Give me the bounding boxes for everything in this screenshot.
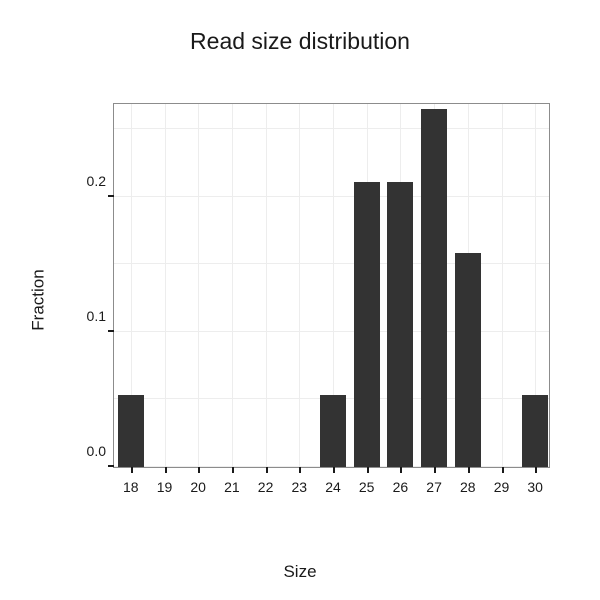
x-tick-label-25: 25 — [354, 479, 380, 495]
gridline-horizontal — [114, 263, 549, 264]
x-tick-26 — [400, 467, 402, 473]
bar-size-24[interactable] — [320, 395, 346, 467]
y-tick-0.1 — [108, 330, 114, 332]
x-tick-label-24: 24 — [320, 479, 346, 495]
x-tick-18 — [131, 467, 133, 473]
y-tick-label-0.1: 0.1 — [80, 308, 106, 324]
y-tick-0.0 — [108, 465, 114, 467]
gridline-vertical — [502, 104, 503, 467]
gridline-vertical — [266, 104, 267, 467]
x-tick-label-18: 18 — [118, 479, 144, 495]
gridline-horizontal — [114, 331, 549, 332]
histogram-chart: Read size distribution Fraction Size — [0, 0, 600, 600]
x-tick-22 — [266, 467, 268, 473]
x-tick-23 — [299, 467, 301, 473]
x-tick-21 — [232, 467, 234, 473]
bar-size-18[interactable] — [118, 395, 144, 467]
y-axis-label: Fraction — [29, 269, 49, 330]
bar-size-28[interactable] — [455, 253, 481, 467]
x-tick-label-28: 28 — [455, 479, 481, 495]
bar-size-26[interactable] — [387, 182, 413, 467]
x-tick-29 — [502, 467, 504, 473]
bar-size-30[interactable] — [522, 395, 548, 467]
x-tick-label-30: 30 — [522, 479, 548, 495]
gridline-vertical — [198, 104, 199, 467]
x-tick-27 — [434, 467, 436, 473]
gridline-vertical — [232, 104, 233, 467]
x-tick-25 — [367, 467, 369, 473]
bar-size-27[interactable] — [421, 109, 447, 467]
x-tick-label-29: 29 — [489, 479, 515, 495]
x-tick-label-23: 23 — [286, 479, 312, 495]
x-tick-19 — [165, 467, 167, 473]
x-tick-label-26: 26 — [387, 479, 413, 495]
gridline-vertical — [299, 104, 300, 467]
x-tick-20 — [198, 467, 200, 473]
x-tick-28 — [468, 467, 470, 473]
x-tick-label-21: 21 — [219, 479, 245, 495]
x-tick-label-19: 19 — [152, 479, 178, 495]
x-tick-label-20: 20 — [185, 479, 211, 495]
gridline-horizontal — [114, 128, 549, 129]
bar-size-25[interactable] — [354, 182, 380, 467]
gridline-vertical — [165, 104, 166, 467]
x-tick-label-22: 22 — [253, 479, 279, 495]
plot-area: 0.0 0.1 0.2 18 19 20 21 22 23 24 25 26 2… — [113, 103, 550, 468]
y-tick-0.2 — [108, 195, 114, 197]
x-tick-24 — [333, 467, 335, 473]
chart-title: Read size distribution — [0, 28, 600, 55]
y-tick-label-0.0: 0.0 — [80, 443, 106, 459]
x-tick-label-27: 27 — [421, 479, 447, 495]
x-tick-30 — [535, 467, 537, 473]
gridline-horizontal — [114, 196, 549, 197]
x-axis-label: Size — [0, 562, 600, 582]
y-tick-label-0.2: 0.2 — [80, 173, 106, 189]
